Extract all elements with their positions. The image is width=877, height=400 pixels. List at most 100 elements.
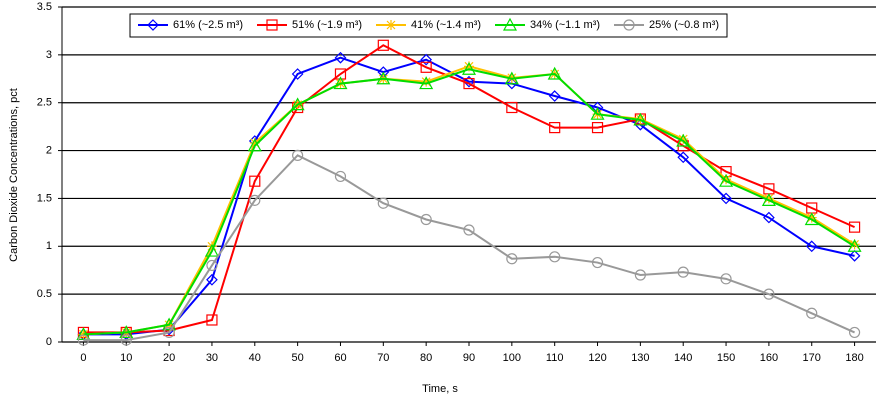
series-line (83, 56, 855, 336)
data-point (377, 39, 389, 51)
data-point (548, 90, 561, 102)
series-line (83, 44, 855, 334)
data-point (206, 259, 218, 272)
data-point (805, 240, 818, 253)
x-tick-label: 0 (80, 352, 86, 364)
data-point (506, 253, 518, 265)
legend-box (129, 13, 728, 38)
legend: 61% (~2.5 m³) 51% (~1.9 m³) 41% (~1.4 m³) 3… (129, 13, 728, 38)
legend-label: 41% (~1.4 m³) (411, 19, 481, 31)
data-point (848, 250, 861, 262)
data-point (463, 77, 475, 90)
legend-marker (502, 17, 518, 31)
data-point (420, 61, 432, 73)
x-tick-label: 100 (503, 352, 521, 364)
data-point (806, 212, 817, 223)
data-point (591, 256, 604, 269)
x-tick-label: 150 (717, 352, 735, 364)
x-tick-label: 90 (463, 352, 475, 364)
data-point (377, 197, 389, 209)
data-point (847, 239, 862, 252)
y-tick-label: 2 (46, 144, 52, 156)
data-point (761, 193, 776, 206)
data-point (163, 326, 175, 339)
data-point (549, 121, 561, 134)
data-point (291, 68, 304, 80)
legend-marker (623, 19, 635, 31)
y-tick-label: 3 (46, 49, 52, 61)
data-point (763, 288, 775, 300)
y-axis-title: Carbon Dioxide Concentrations, pct (8, 88, 20, 262)
legend-marker (147, 19, 159, 31)
legend-marker (386, 20, 396, 30)
data-point (247, 138, 262, 152)
data-point (162, 317, 177, 331)
data-point (290, 97, 305, 111)
y-tick-label: 0 (46, 336, 52, 348)
data-point (376, 71, 391, 85)
data-point (547, 66, 562, 80)
y-tick-label: 3.5 (37, 1, 52, 13)
data-point (806, 307, 818, 319)
data-point (249, 194, 261, 206)
x-tick-label: 130 (631, 352, 649, 364)
data-point (763, 211, 775, 224)
data-point (720, 192, 732, 205)
data-point (804, 212, 819, 226)
y-tick-label: 2.5 (37, 97, 52, 109)
y-tick-label: 1.5 (37, 192, 52, 204)
data-point (720, 273, 732, 285)
data-point (333, 76, 348, 90)
data-point (420, 213, 432, 226)
data-point (719, 173, 734, 187)
legend-label: 61% (~2.5 m³) (173, 19, 243, 31)
data-point (206, 314, 218, 326)
data-point (591, 121, 604, 134)
y-tick-label: 1 (46, 240, 52, 252)
x-tick-label: 170 (803, 352, 821, 364)
data-point (678, 134, 689, 145)
data-point (292, 149, 304, 161)
data-point (463, 75, 475, 88)
x-tick-label: 30 (206, 352, 218, 364)
x-tick-label: 10 (120, 352, 132, 364)
x-tick-label: 120 (588, 352, 606, 364)
series-line (83, 68, 856, 336)
x-tick-label: 50 (292, 352, 304, 364)
data-point (204, 243, 219, 257)
x-axis-title: Time, s (422, 383, 458, 395)
data-point (461, 61, 477, 75)
data-point (848, 221, 861, 233)
data-point (334, 51, 347, 64)
data-point (249, 175, 261, 187)
data-point (334, 170, 347, 183)
data-point (463, 224, 475, 236)
data-point (119, 325, 134, 339)
data-point (506, 101, 518, 114)
data-point (249, 137, 260, 148)
x-tick-label: 110 (546, 352, 564, 364)
data-point (848, 326, 861, 339)
data-point (464, 61, 474, 72)
x-tick-label: 80 (420, 352, 432, 364)
x-tick-label: 40 (249, 352, 261, 364)
data-point (633, 112, 648, 126)
x-tick-label: 140 (674, 352, 692, 364)
data-point (549, 251, 561, 263)
x-tick-label: 60 (334, 352, 346, 364)
data-point (77, 334, 90, 346)
legend-marker (266, 19, 278, 31)
data-point (206, 273, 218, 286)
data-point (849, 239, 860, 250)
data-point (763, 193, 774, 204)
data-point (634, 269, 646, 281)
data-point (421, 76, 432, 87)
legend-label: 34% (~1.1 m³) (530, 19, 600, 31)
series-line (83, 154, 855, 342)
x-tick-label: 180 (845, 352, 863, 364)
data-point (676, 133, 691, 147)
data-point (721, 174, 732, 185)
legend-label: 25% (~0.8 m³) (649, 19, 719, 31)
y-tick-label: 0.5 (37, 288, 52, 300)
